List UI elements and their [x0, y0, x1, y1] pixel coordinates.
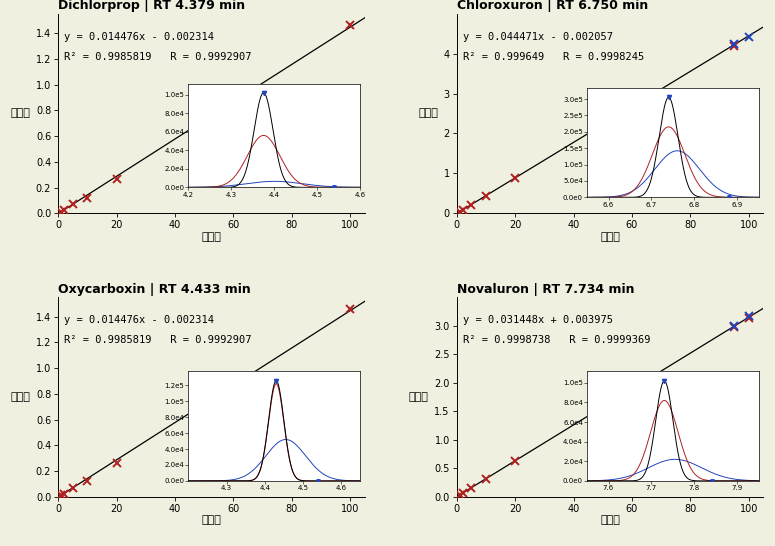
Text: y = 0.014476x - 0.002314: y = 0.014476x - 0.002314 — [64, 32, 214, 41]
Text: R² = 0.999649   R = 0.9998245: R² = 0.999649 R = 0.9998245 — [463, 51, 644, 62]
Text: Oxycarboxin | RT 4.433 min: Oxycarboxin | RT 4.433 min — [58, 283, 251, 296]
Text: R² = 0.9998738   R = 0.9999369: R² = 0.9998738 R = 0.9999369 — [463, 335, 650, 345]
Text: y = 0.014476x - 0.002314: y = 0.014476x - 0.002314 — [64, 315, 214, 325]
Text: Dichlorprop | RT 4.379 min: Dichlorprop | RT 4.379 min — [58, 0, 245, 13]
X-axis label: 濃度比: 濃度比 — [600, 232, 620, 242]
Text: R² = 0.9985819   R = 0.9992907: R² = 0.9985819 R = 0.9992907 — [64, 51, 252, 62]
Y-axis label: 面積比: 面積比 — [10, 109, 30, 118]
Text: y = 0.044471x - 0.002057: y = 0.044471x - 0.002057 — [463, 32, 613, 41]
Text: Chloroxuron | RT 6.750 min: Chloroxuron | RT 6.750 min — [456, 0, 648, 13]
X-axis label: 濃度比: 濃度比 — [202, 515, 222, 525]
Y-axis label: 面積比: 面積比 — [418, 109, 438, 118]
Y-axis label: 面積比: 面積比 — [10, 392, 30, 402]
Text: Novaluron | RT 7.734 min: Novaluron | RT 7.734 min — [456, 283, 634, 296]
Y-axis label: 面積比: 面積比 — [409, 392, 429, 402]
Text: R² = 0.9985819   R = 0.9992907: R² = 0.9985819 R = 0.9992907 — [64, 335, 252, 345]
X-axis label: 濃度比: 濃度比 — [600, 515, 620, 525]
Text: y = 0.031448x + 0.003975: y = 0.031448x + 0.003975 — [463, 315, 613, 325]
X-axis label: 濃度比: 濃度比 — [202, 232, 222, 242]
